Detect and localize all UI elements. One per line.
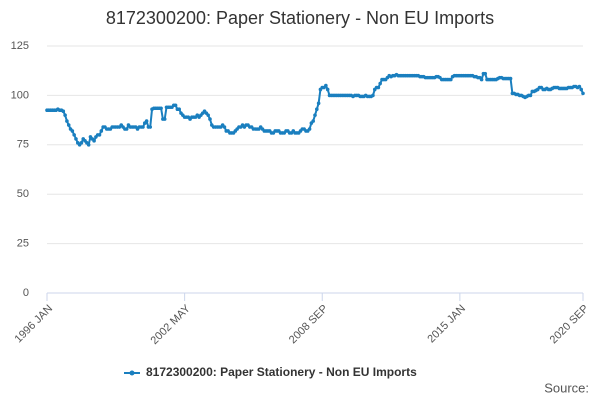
data-point — [124, 127, 129, 131]
x-tick-label: 2002 MAY — [149, 302, 194, 347]
y-tick-label: 25 — [17, 238, 29, 250]
y-tick-label: 0 — [23, 287, 29, 299]
legend-item: 8172300200: Paper Stationery - Non EU Im… — [124, 365, 417, 379]
x-tick-label: 2020 SEP — [548, 303, 592, 347]
data-point — [579, 87, 583, 92]
data-point — [208, 117, 212, 121]
data-point — [79, 141, 84, 145]
data-point — [313, 113, 317, 117]
data-point — [144, 119, 149, 123]
data-point — [99, 129, 104, 133]
data-point — [65, 119, 69, 123]
data-point — [148, 125, 153, 129]
y-tick-label: 125 — [11, 40, 29, 52]
data-point — [92, 139, 96, 143]
x-tick-label: 2015 JAN — [425, 303, 468, 346]
data-point — [162, 117, 167, 121]
data-point — [206, 113, 210, 117]
data-point — [479, 77, 484, 82]
data-point — [376, 85, 381, 90]
data-point — [173, 103, 178, 108]
data-point — [311, 119, 315, 123]
data-point — [483, 71, 488, 76]
data-point — [141, 125, 145, 129]
source: Source: — [544, 380, 589, 395]
data-point — [449, 77, 453, 82]
series-line — [47, 72, 584, 147]
x-tick-label: 1996 JAN — [13, 303, 56, 346]
data-point — [63, 113, 67, 117]
data-point — [324, 83, 328, 88]
data-point — [378, 81, 382, 86]
x-tick-label: 2008 SEP — [287, 303, 331, 347]
data-point — [316, 101, 321, 106]
data-point — [159, 106, 163, 111]
data-point — [528, 93, 533, 98]
data-point — [315, 107, 319, 112]
data-point — [177, 107, 181, 112]
data-point — [371, 93, 375, 98]
data-point — [66, 123, 71, 127]
data-point — [61, 109, 66, 114]
data-point — [74, 137, 78, 141]
data-point — [72, 133, 76, 137]
chart-title: 8172300200: Paper Stationery - Non EU Im… — [106, 8, 494, 28]
data-point — [581, 91, 585, 96]
data-point — [97, 133, 102, 137]
data-point — [307, 127, 312, 131]
y-tick-label: 50 — [17, 188, 29, 200]
y-tick-label: 75 — [17, 139, 29, 151]
data-point — [70, 129, 75, 133]
data-point — [222, 125, 227, 129]
data-point — [577, 84, 582, 89]
data-point — [86, 143, 91, 147]
legend-label: 8172300200: Paper Stationery - Non EU Im… — [146, 365, 417, 379]
data-point — [325, 87, 330, 92]
data-point — [508, 76, 513, 81]
legend-marker — [129, 370, 135, 376]
y-tick-label: 100 — [11, 89, 29, 101]
